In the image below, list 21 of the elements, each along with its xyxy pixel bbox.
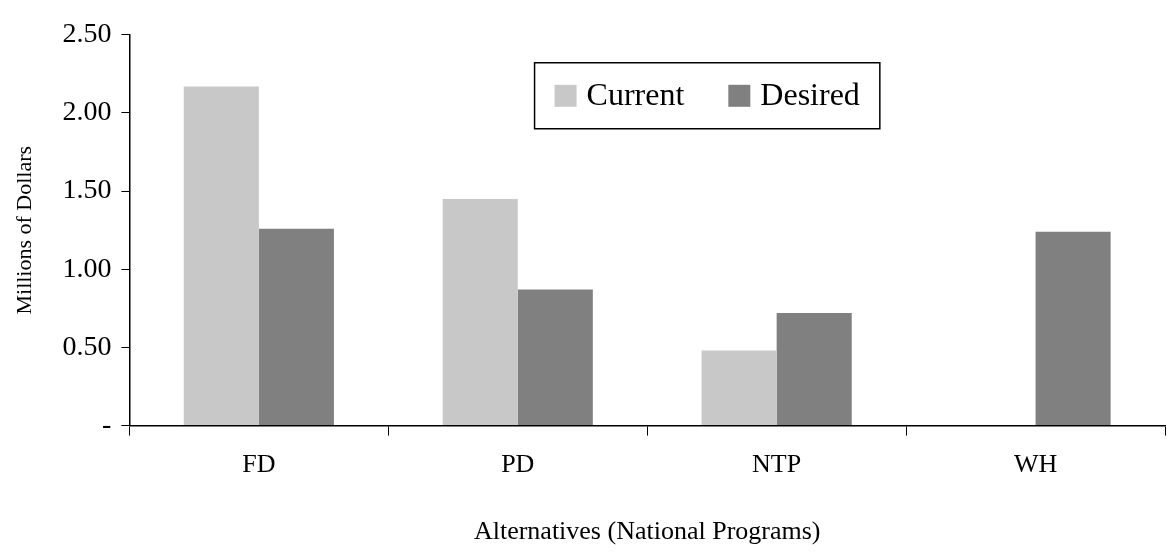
bar xyxy=(183,86,259,426)
x-tick-label: PD xyxy=(501,449,535,479)
y-tick-label: 1.50 xyxy=(62,173,112,205)
legend-label: Desired xyxy=(760,76,860,113)
y-tick-label: 2.50 xyxy=(62,17,112,49)
y-tick-label: 2.00 xyxy=(62,95,112,127)
x-tick-label: WH xyxy=(1013,449,1058,479)
bar xyxy=(517,289,593,426)
y-tick-label: 0.50 xyxy=(62,329,112,361)
bar xyxy=(442,198,518,426)
y-tick-label: 1.00 xyxy=(62,251,112,283)
x-axis-title: Alternatives (National Programs) xyxy=(473,516,821,546)
y-tick-label: - xyxy=(102,407,112,439)
x-tick-label: FD xyxy=(242,449,276,479)
bar xyxy=(701,350,777,426)
bar xyxy=(1035,231,1111,426)
bar xyxy=(258,228,334,426)
y-axis-title: Millions of Dollars xyxy=(10,145,36,315)
legend-label: Current xyxy=(586,76,685,113)
bar xyxy=(776,313,852,426)
x-tick-label: NTP xyxy=(752,449,802,479)
